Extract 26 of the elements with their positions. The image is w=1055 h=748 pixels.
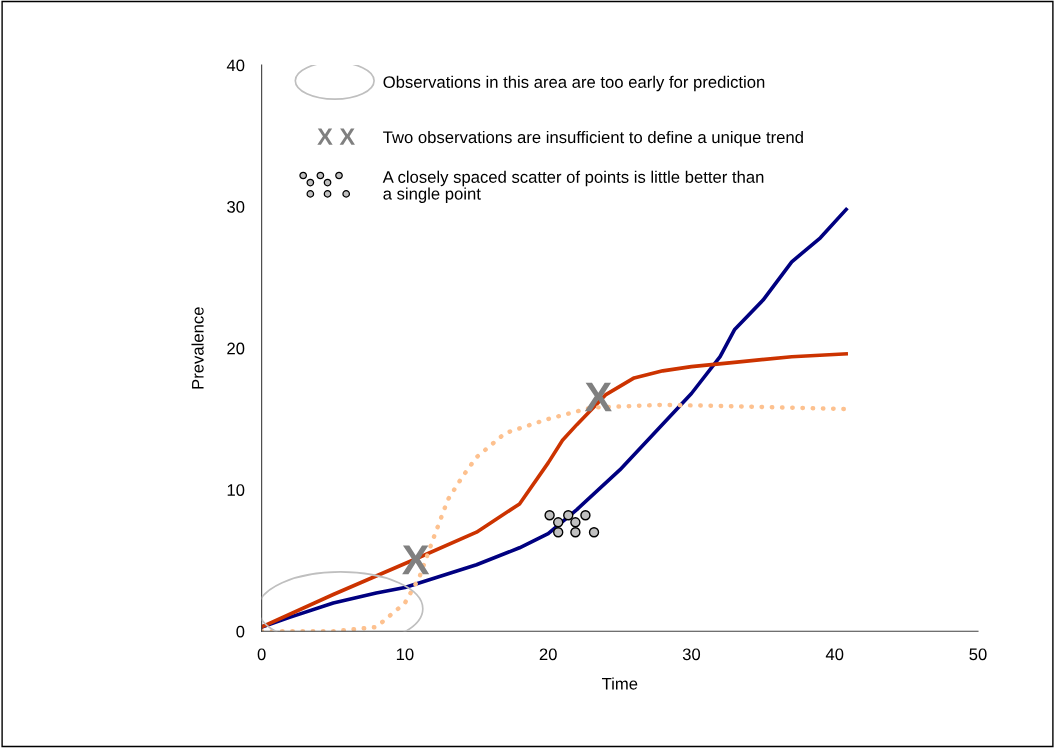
point — [563, 510, 574, 521]
x-tick-label: 20 — [539, 648, 557, 661]
x-tick-label: 40 — [825, 648, 844, 661]
y-tick-label: 30 — [227, 201, 245, 213]
point — [570, 527, 581, 538]
x-tick-label: 50 — [969, 648, 987, 661]
point — [553, 517, 564, 528]
annotation: Two observations are insufficient to define a unique trend — [383, 130, 803, 147]
point — [588, 527, 600, 538]
x-tick-label: 30 — [682, 648, 701, 661]
x-tick-label: 10 — [396, 648, 414, 661]
y-axis-title: Prevalence — [191, 307, 204, 389]
line-series — [261, 352, 848, 629]
annotation: X X — [317, 128, 355, 145]
annotation: Observations in this area are too early for prediction — [383, 75, 765, 92]
point — [570, 517, 581, 528]
x-axis-title: Time — [601, 677, 638, 690]
point — [553, 527, 564, 538]
annotation: A closely spaced scatter of points is little better than a single point — [382, 170, 764, 203]
point — [544, 510, 555, 521]
y-tick-label: 20 — [227, 342, 245, 355]
point — [580, 510, 591, 521]
y-tick-label: 0 — [236, 625, 245, 638]
y-tick-label: 40 — [226, 59, 245, 72]
x-tick-label: 0 — [257, 648, 266, 661]
y-tick-label: 10 — [227, 484, 245, 496]
